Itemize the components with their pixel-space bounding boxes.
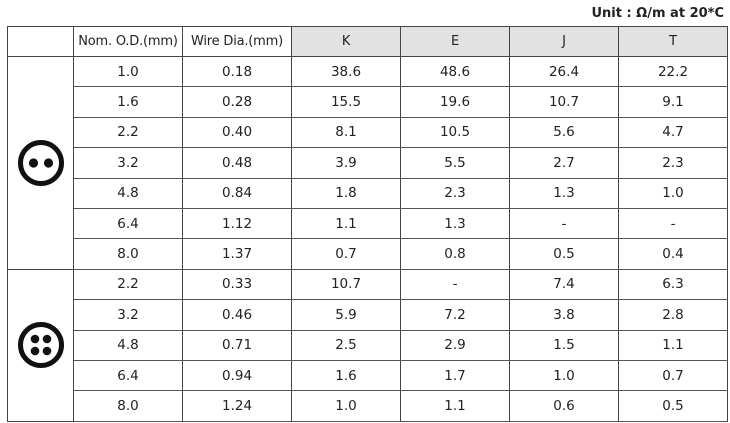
cell-wire-dia: 1.24 (182, 390, 292, 422)
header-row: Nom. O.D.(mm) Wire Dia.(mm) K E J T (7, 26, 728, 57)
table-row: 6.4 1.12 1.1 1.3- - (8, 207, 728, 240)
cell-k: 1.0 (291, 390, 401, 422)
header-j: J (509, 26, 619, 57)
header-nom-od: Nom. O.D.(mm) (73, 26, 183, 57)
header-t: T (618, 26, 728, 57)
cell-t: 1.1 (618, 329, 728, 361)
table-row: 4.8 0.71 2.5 2.9 1.5 1.1 (8, 329, 728, 361)
table-row: 1.0 0.18 38.6 48.6 26.4 22.2 (7, 55, 728, 270)
cell-e: 2.9 (400, 329, 510, 361)
cell-e: 1.7 (400, 359, 510, 392)
table-row: 2.2 0.33 10.7-7.4 6.3 (7, 268, 728, 422)
two-core-cable-icon (7, 56, 74, 270)
cell-nom-od: 1.6 (73, 86, 183, 118)
cell-j: 1.5 (509, 329, 619, 361)
cell-wire-dia: 0.84 (182, 177, 292, 209)
cell-e: 2.3 (400, 177, 510, 209)
cell-wire-dia: 0.71 (182, 329, 292, 361)
table-row: 8.0 1.24 1.0 1.1 0.6 0.5 (8, 390, 728, 422)
cell-k: 1.8 (291, 177, 401, 209)
cell-j: 3.8 (509, 299, 619, 331)
cell-nom-od: 3.2 (73, 299, 183, 331)
cell-j: 5.6 (509, 116, 619, 149)
cell-nom-od: 8.0 (73, 390, 183, 422)
unit-label: Unit : Ω/m at 20*C (591, 6, 724, 21)
cell-e: 7.2 (400, 299, 510, 331)
cell-nom-od: 6.4 (73, 207, 183, 240)
table-row: 3.2 0.46 5.9 7.2 3.8 2.8 (8, 299, 728, 331)
cell-nom-od: 3.2 (73, 147, 183, 179)
cell-k: 5.9 (291, 299, 401, 331)
cell-t: - (618, 207, 728, 240)
cell-j: 0.5 (509, 238, 619, 270)
cell-e: 1.3 (400, 207, 510, 240)
cell-k: 10.7 (291, 268, 401, 301)
cell-wire-dia: 0.94 (182, 359, 292, 392)
cell-wire-dia: 0.48 (182, 147, 292, 179)
cell-k: 38.6 (291, 55, 401, 88)
cell-nom-od: 4.8 (73, 177, 183, 209)
cell-t: 0.4 (618, 238, 728, 270)
cell-k: 15.5 (291, 86, 401, 118)
cell-j: - (509, 207, 619, 240)
cell-k: 1.1 (291, 207, 401, 240)
table-row: 2.2 0.40 8.1 10.5 5.6 4.7 (8, 116, 728, 149)
cell-k: 1.6 (291, 359, 401, 392)
header-wire-dia: Wire Dia.(mm) (182, 26, 292, 57)
cell-wire-dia: 1.37 (182, 238, 292, 270)
cell-nom-od: 2.2 (73, 268, 183, 301)
table-row: 6.4 0.94 1.6 1.7 1.0 0.7 (8, 359, 728, 392)
cell-j: 1.0 (509, 359, 619, 392)
four-core-cable-icon (7, 268, 74, 422)
cell-t: 9.1 (618, 86, 728, 118)
cell-e: - (400, 268, 510, 301)
cell-e: 48.6 (400, 55, 510, 88)
cell-e: 1.1 (400, 390, 510, 422)
cell-nom-od: 8.0 (73, 238, 183, 270)
header-k: K (291, 26, 401, 57)
table-row: 4.8 0.84 1.8 2.3 1.3 1.0 (8, 177, 728, 209)
cell-t: 6.3 (618, 268, 728, 301)
header-e: E (400, 26, 510, 57)
cell-wire-dia: 0.33 (182, 268, 292, 301)
cell-j: 26.4 (509, 55, 619, 88)
cell-t: 0.5 (618, 390, 728, 422)
cell-wire-dia: 0.28 (182, 86, 292, 118)
cell-k: 2.5 (291, 329, 401, 361)
cell-nom-od: 1.0 (73, 55, 183, 88)
header-corner (7, 26, 74, 57)
cell-t: 0.7 (618, 359, 728, 392)
cell-t: 22.2 (618, 55, 728, 88)
cell-wire-dia: 0.40 (182, 116, 292, 149)
cell-j: 1.3 (509, 177, 619, 209)
cell-e: 0.8 (400, 238, 510, 270)
cell-k: 0.7 (291, 238, 401, 270)
cell-wire-dia: 0.18 (182, 55, 292, 88)
cell-t: 2.3 (618, 147, 728, 179)
cell-nom-od: 2.2 (73, 116, 183, 149)
cell-e: 5.5 (400, 147, 510, 179)
cell-k: 3.9 (291, 147, 401, 179)
cell-t: 2.8 (618, 299, 728, 331)
cell-j: 2.7 (509, 147, 619, 179)
cell-k: 8.1 (291, 116, 401, 149)
cell-t: 1.0 (618, 177, 728, 209)
table-row: 3.2 0.48 3.9 5.5 2.7 2.3 (8, 147, 728, 179)
table-row: 8.0 1.37 0.7 0.8 0.5 0.4 (8, 238, 728, 270)
cell-wire-dia: 1.12 (182, 207, 292, 240)
cell-nom-od: 4.8 (73, 329, 183, 361)
cell-e: 10.5 (400, 116, 510, 149)
cell-wire-dia: 0.46 (182, 299, 292, 331)
cell-nom-od: 6.4 (73, 359, 183, 392)
cell-e: 19.6 (400, 86, 510, 118)
cell-j: 10.7 (509, 86, 619, 118)
cell-j: 0.6 (509, 390, 619, 422)
resistance-table: Nom. O.D.(mm) Wire Dia.(mm) K E J T 1.0 0… (7, 26, 728, 422)
cell-t: 4.7 (618, 116, 728, 149)
cell-j: 7.4 (509, 268, 619, 301)
table-row: 1.6 0.28 15.5 19.6 10.7 9.1 (8, 86, 728, 118)
